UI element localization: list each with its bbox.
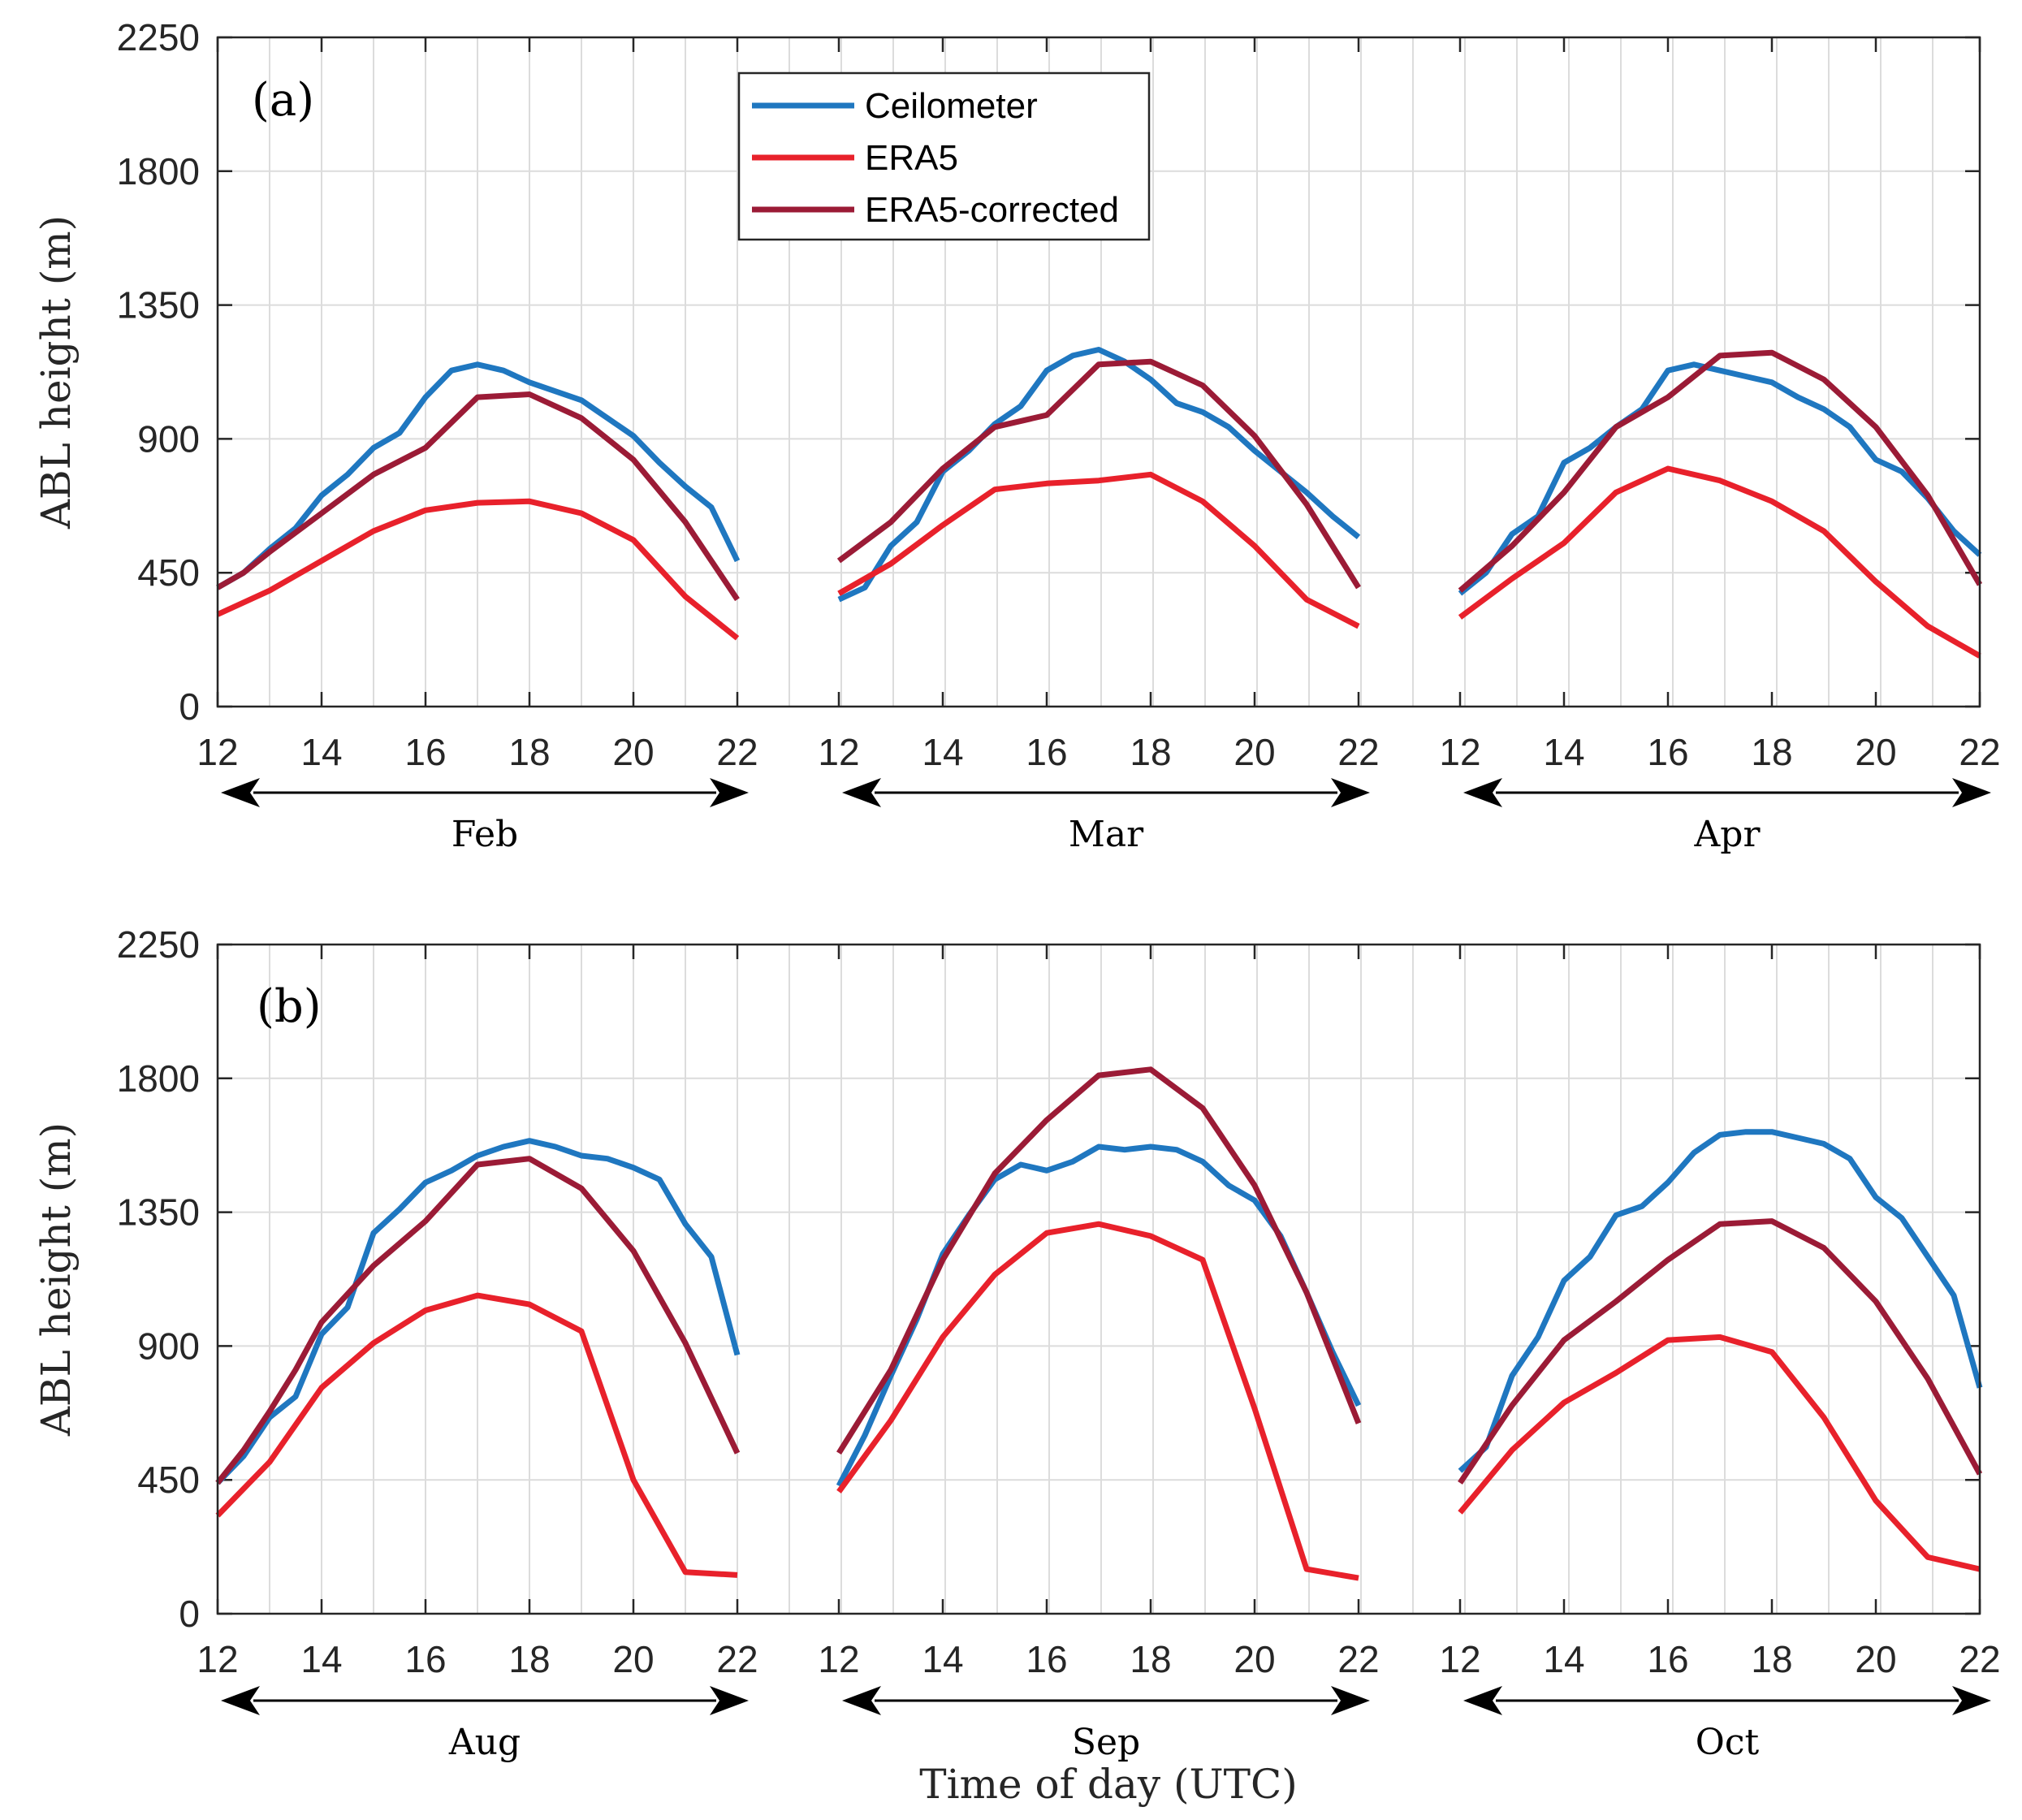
- series-era5-aug: [215, 1292, 738, 1578]
- y-tick-label: 0: [179, 1593, 200, 1635]
- x-tick-label: 16: [1647, 731, 1688, 773]
- series-era5-sep: [836, 1221, 1359, 1581]
- x-tick-label: 18: [508, 1638, 550, 1680]
- series-era5_corrected-aug: [215, 1156, 741, 1485]
- series-era5_corrected-feb: [216, 391, 740, 602]
- month-arrow-mar: [842, 778, 1370, 807]
- series-era5_corrected-mar: [836, 358, 1361, 590]
- x-tick-label: 16: [404, 731, 446, 773]
- y-tick-label: 1350: [117, 284, 200, 326]
- y-tick-label: 0: [179, 685, 200, 728]
- x-tick-label: 22: [716, 731, 758, 773]
- plot-frame: [216, 943, 1981, 1615]
- x-tick-label: 20: [612, 731, 654, 773]
- legend: Ceilometer ERA5 ERA5-corrected: [737, 71, 1151, 241]
- y-axis-title: ABL height (m): [32, 215, 80, 530]
- y-tick-label: 1800: [117, 1057, 200, 1100]
- x-tick-label: 12: [197, 1638, 238, 1680]
- x-tick-label: 14: [1543, 1638, 1584, 1680]
- x-tick-label: 22: [1959, 731, 2000, 773]
- x-tick-label: 14: [300, 1638, 342, 1680]
- month-label-apr: Apr: [1694, 814, 1761, 855]
- x-tick-label: 16: [1026, 1638, 1067, 1680]
- panel-b: 0 450 900 1350 1800 2250 ABL height (m) 12 14 16 1…: [32, 923, 2001, 1763]
- x-tick-label: 14: [1543, 731, 1584, 773]
- series-ceilometer-feb: [216, 361, 741, 590]
- x-tick-label: 18: [1130, 731, 1171, 773]
- x-tick-label: 20: [1234, 1638, 1275, 1680]
- x-tick-label: 14: [300, 731, 342, 773]
- plot-frame: [216, 36, 1981, 708]
- y-tick-label: 2250: [117, 16, 200, 58]
- x-tick-label: 18: [1751, 1638, 1792, 1680]
- y-tick-label: 900: [137, 417, 200, 460]
- series-ceilometer-mar: [837, 347, 1361, 603]
- x-tick-label: 22: [1337, 1638, 1379, 1680]
- panel-label: (a): [252, 74, 314, 127]
- month-arrow-feb: [221, 778, 749, 807]
- month-arrow-oct: [1463, 1686, 1991, 1715]
- x-tick-label: 22: [1337, 731, 1379, 773]
- month-label-feb: Feb: [451, 814, 518, 855]
- legend-entry-label: ERA5: [865, 138, 958, 178]
- month-arrow-sep: [842, 1686, 1370, 1715]
- x-tick-label: 12: [1439, 731, 1480, 773]
- plot-area: [218, 945, 1980, 1614]
- x-tick-label: 16: [404, 1638, 446, 1680]
- series-ceilometer-aug: [215, 1138, 741, 1485]
- series-era5-feb: [216, 498, 740, 641]
- series-ceilometer-apr: [1458, 361, 1982, 596]
- y-tick-label: 1800: [117, 150, 200, 192]
- x-tick-label: 12: [1439, 1638, 1480, 1680]
- x-tick-label: 18: [508, 731, 550, 773]
- series-era5-apr: [1458, 465, 1981, 659]
- x-tick-label: 14: [922, 1638, 963, 1680]
- x-tick-label: 20: [612, 1638, 654, 1680]
- y-tick-label: 450: [137, 1459, 200, 1501]
- series-era5_corrected-oct: [1458, 1218, 1983, 1485]
- month-arrow-apr: [1463, 778, 1991, 807]
- x-tick-label: 20: [1234, 731, 1275, 773]
- x-tick-label: 22: [1959, 1638, 2000, 1680]
- y-tick-label: 2250: [117, 923, 200, 966]
- x-tick-label: 14: [922, 731, 963, 773]
- y-axis-title: ABL height (m): [32, 1122, 80, 1437]
- month-label-aug: Aug: [448, 1722, 521, 1763]
- x-tick-label: 20: [1855, 1638, 1896, 1680]
- y-tick-label: 900: [137, 1325, 200, 1367]
- y-tick-label: 1350: [117, 1191, 200, 1234]
- x-tick-label: 12: [818, 1638, 859, 1680]
- legend-entry-label: Ceilometer: [865, 86, 1038, 126]
- x-tick-label: 20: [1855, 731, 1896, 773]
- month-label-sep: Sep: [1072, 1722, 1140, 1763]
- x-tick-label: 16: [1026, 731, 1067, 773]
- series-era5_corrected-apr: [1458, 349, 1983, 593]
- x-axis-title: Time of day (UTC): [919, 1761, 1297, 1808]
- y-tick-label: 450: [137, 551, 200, 594]
- series-era5_corrected-sep: [836, 1066, 1362, 1455]
- series-ceilometer-oct: [1458, 1129, 1983, 1473]
- month-label-oct: Oct: [1696, 1722, 1760, 1763]
- series-era5-oct: [1458, 1334, 1981, 1572]
- x-tick-label: 16: [1647, 1638, 1688, 1680]
- x-tick-label: 18: [1751, 731, 1792, 773]
- x-tick-label: 12: [197, 731, 238, 773]
- month-label-mar: Mar: [1069, 814, 1144, 855]
- month-arrow-aug: [221, 1686, 749, 1715]
- panel-label: (b): [257, 980, 322, 1033]
- legend-entry-label: ERA5-corrected: [865, 190, 1119, 230]
- x-tick-label: 22: [716, 1638, 758, 1680]
- x-tick-label: 12: [818, 731, 859, 773]
- x-tick-label: 18: [1130, 1638, 1171, 1680]
- series-era5-mar: [837, 471, 1360, 629]
